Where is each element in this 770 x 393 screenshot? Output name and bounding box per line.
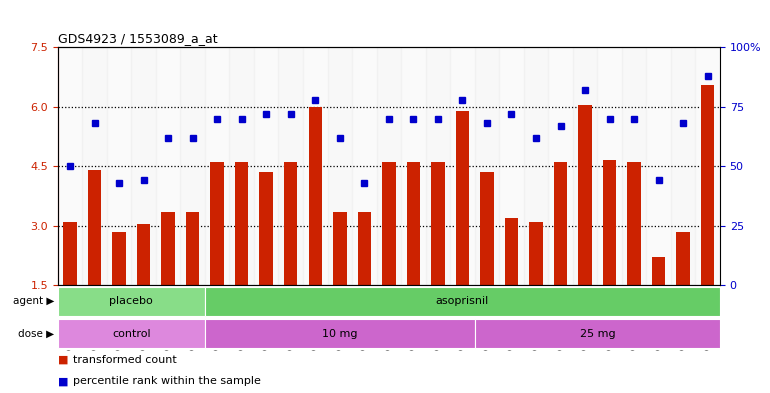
Bar	[701, 85, 715, 285]
Text: control: control	[112, 329, 151, 339]
Bar	[695, 47, 720, 285]
Text: ■: ■	[58, 376, 69, 386]
Bar	[63, 222, 77, 285]
Bar	[628, 162, 641, 285]
Bar	[676, 231, 690, 285]
Bar	[205, 319, 474, 349]
Text: 25 mg: 25 mg	[580, 329, 615, 339]
Bar	[548, 47, 573, 285]
Bar	[235, 162, 249, 285]
Text: asoprisnil: asoprisnil	[436, 296, 489, 307]
Bar	[382, 162, 396, 285]
Bar	[162, 212, 175, 285]
Bar	[573, 47, 598, 285]
Bar	[333, 212, 347, 285]
Bar	[254, 47, 279, 285]
Bar	[156, 47, 180, 285]
Text: dose ▶: dose ▶	[18, 329, 54, 339]
Bar	[529, 222, 543, 285]
Bar	[652, 257, 665, 285]
Text: agent ▶: agent ▶	[12, 296, 54, 307]
Bar	[401, 47, 426, 285]
Bar	[474, 319, 720, 349]
Bar	[229, 47, 254, 285]
Text: 10 mg: 10 mg	[322, 329, 357, 339]
Bar	[180, 47, 205, 285]
Bar	[450, 47, 474, 285]
Bar	[377, 47, 401, 285]
Bar	[499, 47, 524, 285]
Bar	[524, 47, 548, 285]
Bar	[284, 162, 297, 285]
Text: placebo: placebo	[109, 296, 153, 307]
Bar	[357, 212, 371, 285]
Bar	[407, 162, 420, 285]
Bar	[431, 162, 444, 285]
Bar	[646, 47, 671, 285]
Bar	[82, 47, 107, 285]
Bar	[88, 170, 102, 285]
Bar	[603, 160, 616, 285]
Bar	[309, 107, 322, 285]
Bar	[327, 47, 352, 285]
Bar	[505, 218, 518, 285]
Text: GDS4923 / 1553089_a_at: GDS4923 / 1553089_a_at	[58, 31, 217, 44]
Bar	[598, 47, 622, 285]
Bar	[456, 111, 469, 285]
Bar	[578, 105, 592, 285]
Bar	[205, 47, 229, 285]
Bar	[554, 162, 567, 285]
Bar	[671, 47, 695, 285]
Bar	[186, 212, 199, 285]
Bar	[259, 172, 273, 285]
Bar	[210, 162, 224, 285]
Bar	[279, 47, 303, 285]
Bar	[205, 287, 720, 316]
Text: ■: ■	[58, 355, 69, 365]
Bar	[352, 47, 377, 285]
Bar	[137, 224, 150, 285]
Bar	[58, 47, 82, 285]
Text: percentile rank within the sample: percentile rank within the sample	[73, 376, 261, 386]
Bar	[426, 47, 450, 285]
Bar	[107, 47, 132, 285]
Bar	[474, 47, 499, 285]
Bar	[480, 172, 494, 285]
Bar	[112, 231, 126, 285]
Bar	[58, 319, 205, 349]
Bar	[132, 47, 156, 285]
Text: transformed count: transformed count	[73, 355, 177, 365]
Bar	[622, 47, 646, 285]
Bar	[303, 47, 327, 285]
Bar	[58, 287, 205, 316]
